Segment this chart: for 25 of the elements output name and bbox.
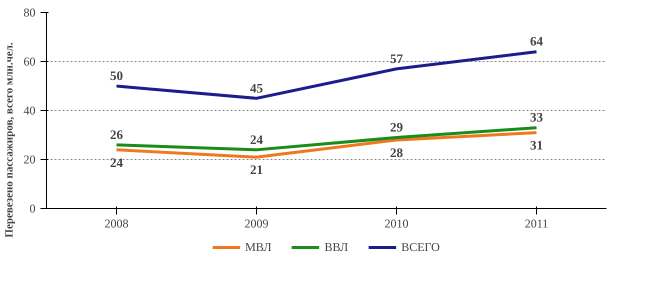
- y-tick-label: 20: [24, 152, 36, 167]
- data-label: 24: [250, 132, 264, 147]
- y-axis-title: Перевезено пассажиров, всего млн.чел.: [4, 42, 16, 238]
- y-tick-label: 40: [24, 104, 36, 118]
- data-label: 50: [110, 68, 123, 84]
- y-tick-label: 60: [24, 54, 36, 69]
- x-tick-label: 2011: [524, 216, 548, 231]
- data-label: 64: [530, 34, 544, 49]
- data-label: 24: [110, 154, 124, 170]
- legend-label: ВСЕГО: [401, 240, 440, 254]
- x-tick-label: 2009: [244, 216, 268, 231]
- y-tick-label: 0: [30, 202, 36, 216]
- x-tick-label: 2010: [384, 216, 408, 231]
- data-label: 28: [390, 145, 404, 160]
- data-label: 31: [530, 138, 543, 153]
- legend-label: ВВЛ: [324, 240, 348, 254]
- data-label: 57: [390, 50, 404, 66]
- data-label: 26: [110, 126, 124, 142]
- data-label: 45: [250, 80, 264, 96]
- x-tick-label: 2008: [104, 216, 128, 231]
- data-label: 33: [530, 110, 544, 125]
- legend-label: МВЛ: [245, 240, 272, 254]
- y-tick-label: 80: [24, 6, 36, 20]
- data-label: 21: [250, 162, 263, 178]
- data-label: 29: [390, 120, 404, 135]
